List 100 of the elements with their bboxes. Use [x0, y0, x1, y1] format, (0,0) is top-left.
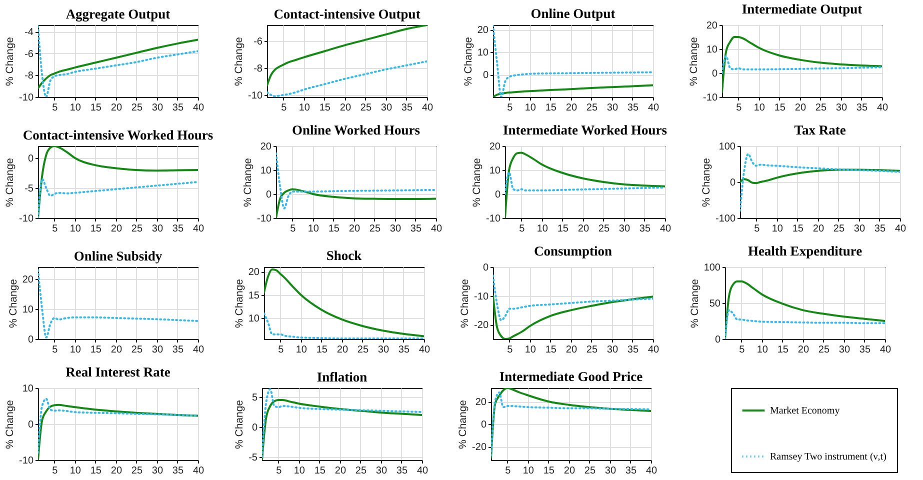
x-tick-label: 30: [604, 466, 616, 476]
x-tick-label: 10: [536, 224, 548, 234]
x-tick-label: 35: [396, 466, 408, 476]
x-tick-label: 5: [52, 344, 58, 356]
x-tick-label: 5: [52, 224, 58, 234]
x-tick-label: 5: [507, 344, 514, 356]
y-tick-label: 20: [475, 397, 487, 408]
x-tick-label: 20: [564, 466, 576, 476]
x-tick-label: 5: [754, 224, 760, 234]
x-tick-label: 5: [52, 102, 58, 114]
x-tick-label: 25: [131, 344, 143, 356]
x-tick-label: 25: [369, 224, 381, 234]
y-tick-label: 20: [22, 274, 34, 286]
x-tick-label: 15: [543, 466, 555, 476]
x-tick-label: 20: [110, 224, 122, 234]
x-tick-label: 10: [308, 224, 320, 234]
x-tick-label: 5: [739, 344, 746, 356]
x-tick-label: 25: [598, 224, 610, 234]
x-tick-label: 25: [815, 102, 827, 114]
x-tick-label: 30: [836, 102, 848, 114]
x-tick-label: 15: [90, 224, 102, 234]
x-tick-label: 30: [618, 224, 630, 234]
y-tick-label: -10: [703, 92, 718, 104]
x-tick-label: 15: [90, 344, 102, 356]
chart-title: Health Expenditure: [748, 244, 862, 258]
chart-title: Inflation: [316, 370, 368, 384]
x-tick-label: 35: [172, 224, 184, 234]
x-tick-label: 5: [505, 466, 512, 476]
x-tick-label: 40: [192, 344, 204, 356]
line-series: [276, 152, 436, 210]
chart-title: Intermediate Good Price: [499, 369, 643, 384]
x-tick-label: 25: [131, 224, 143, 234]
y-tick-label: -10: [474, 291, 489, 302]
y-tick-label: 0: [482, 70, 489, 81]
y-tick-label: -8: [24, 70, 34, 82]
x-tick-label: 20: [110, 102, 122, 114]
y-axis-title: % Change: [688, 278, 701, 328]
x-tick-label: 35: [410, 224, 422, 234]
x-tick-label: 15: [545, 102, 557, 114]
x-tick-label: 25: [357, 344, 369, 356]
y-axis-title: % Change: [233, 278, 246, 328]
y-tick-label: -8: [254, 64, 263, 75]
y-tick-label: 0: [730, 178, 736, 188]
x-tick-label: 25: [131, 102, 143, 114]
chart-title: Contact-intensive Worked Hours: [22, 128, 214, 142]
x-tick-label: 5: [507, 102, 514, 114]
x-tick-label: 40: [416, 466, 428, 476]
line-series: [38, 25, 198, 97]
line-series: [722, 36, 882, 94]
x-tick-label: 30: [390, 224, 402, 234]
x-tick-label: 20: [336, 344, 348, 356]
x-tick-label: 15: [90, 102, 102, 114]
line-series: [264, 268, 424, 338]
y-axis-title: % Change: [4, 158, 16, 208]
x-tick-label: 40: [422, 102, 434, 114]
x-tick-label: 25: [131, 466, 143, 476]
y-axis-title: % Change: [7, 278, 20, 328]
x-tick-label: 35: [639, 224, 651, 234]
y-axis-title: % Change: [462, 36, 474, 86]
x-tick-label: 20: [794, 102, 806, 114]
y-axis-title: % Change: [459, 278, 472, 328]
chart-title: Intermediate Worked Hours: [503, 122, 667, 138]
x-tick-label: 25: [360, 102, 372, 114]
x-tick-label: 40: [648, 102, 660, 114]
line-series: [38, 146, 198, 218]
y-axis-title: % Change: [4, 400, 16, 450]
chart-title: Online Subsidy: [74, 248, 162, 264]
x-tick-label: 10: [298, 102, 310, 114]
x-tick-label: 10: [70, 466, 82, 476]
y-tick-label: -4: [24, 27, 34, 38]
y-tick-label: 10: [706, 44, 718, 56]
x-tick-label: 10: [756, 344, 768, 356]
x-tick-label: 10: [754, 102, 766, 114]
y-tick-label: 0: [28, 420, 34, 430]
y-tick-label: -5: [24, 184, 34, 194]
x-tick-label: 25: [586, 102, 598, 114]
x-tick-label: 10: [296, 344, 308, 356]
x-tick-label: 10: [294, 466, 306, 476]
y-tick-label: -100: [715, 214, 736, 224]
y-tick-label: 0: [28, 154, 34, 164]
x-tick-label: 35: [874, 224, 886, 234]
x-tick-label: 35: [172, 102, 184, 114]
x-tick-label: 35: [172, 344, 184, 356]
x-tick-label: 5: [278, 344, 284, 356]
x-tick-label: 30: [606, 102, 618, 114]
x-tick-label: 40: [192, 466, 204, 476]
legend-label: Ramsey Two instrument (ν,t): [770, 452, 886, 462]
x-tick-label: 35: [398, 344, 410, 356]
x-tick-label: 40: [192, 224, 204, 234]
line-series: [38, 398, 198, 454]
x-tick-label: 20: [110, 344, 122, 356]
x-tick-label: 15: [314, 466, 326, 476]
line-series: [38, 38, 198, 90]
y-tick-label: -20: [474, 320, 489, 332]
y-tick-label: 10: [22, 384, 34, 394]
chart-title: Contact-intensive Output: [274, 6, 421, 22]
y-tick-label: 20: [489, 142, 501, 152]
y-tick-label: 50: [709, 298, 721, 310]
y-axis-title: % Change: [242, 158, 254, 208]
x-tick-label: 20: [348, 224, 360, 234]
